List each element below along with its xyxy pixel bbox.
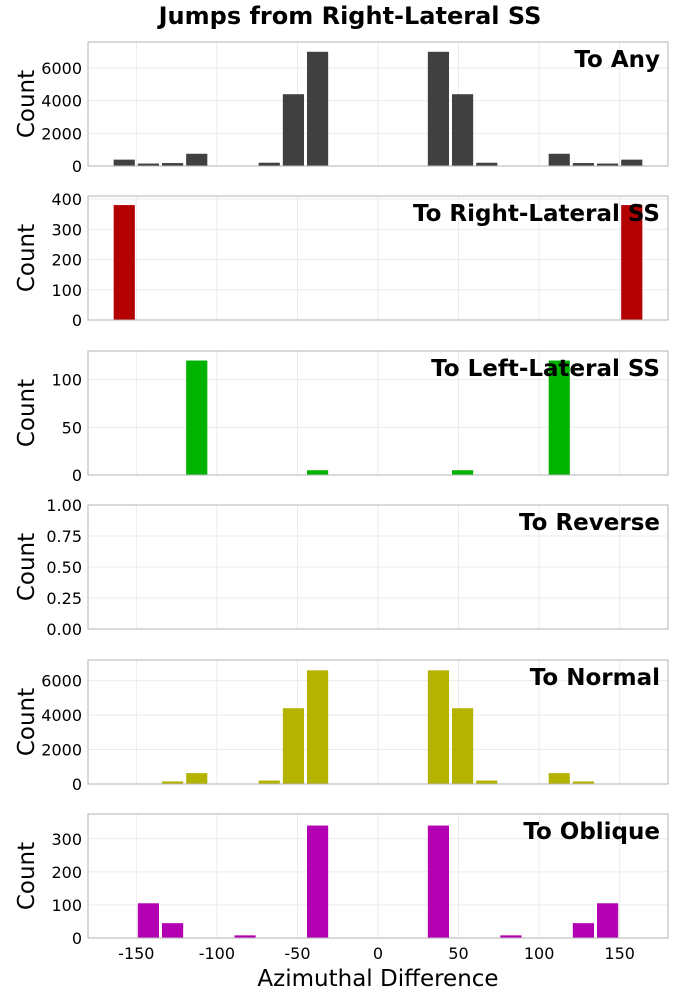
histogram-bar [548, 360, 570, 475]
histogram-bar [162, 163, 184, 166]
panel-label: To Oblique [523, 819, 660, 845]
histogram-bar [137, 163, 159, 166]
y-tick-label: 400 [51, 190, 82, 209]
y-tick-label: 0 [72, 157, 82, 176]
histogram-bar [548, 153, 570, 166]
histogram-bar [572, 923, 594, 938]
panel-border [87, 813, 669, 939]
histogram-bar [113, 205, 135, 320]
histogram-bar [476, 780, 498, 784]
histogram-bar [307, 670, 329, 784]
panel-label: To Normal [530, 665, 660, 691]
y-tick-label: 50 [62, 418, 82, 437]
y-tick-label: 0.25 [46, 589, 82, 608]
y-tick-label: 300 [51, 220, 82, 239]
panel-border [87, 504, 669, 630]
panel-label: To Reverse [519, 510, 660, 536]
y-axis-label: Count [14, 533, 40, 601]
panel-border [87, 350, 669, 476]
x-tick-label: -100 [199, 944, 235, 963]
histogram-bar [572, 163, 594, 166]
y-tick-label: 0 [72, 775, 82, 794]
y-axis-label: Count [14, 224, 40, 292]
panel-border [87, 195, 669, 321]
y-tick-label: 6000 [41, 59, 82, 78]
histogram-bar [137, 903, 159, 938]
chart-title: Jumps from Right-Lateral SS [158, 2, 542, 30]
histogram-bar [307, 825, 329, 938]
histogram-bar [186, 153, 208, 166]
x-tick-label: 50 [448, 944, 468, 963]
histogram-bar [476, 162, 498, 166]
y-tick-label: 200 [51, 251, 82, 270]
histogram-bar [162, 923, 184, 938]
histogram-bar [307, 51, 329, 166]
histogram-bar [572, 781, 594, 784]
histogram-bar [258, 780, 280, 784]
y-tick-label: 0.50 [46, 558, 82, 577]
histogram-bar [113, 159, 135, 166]
histogram-bar [162, 781, 184, 784]
y-tick-label: 200 [51, 863, 82, 882]
y-tick-label: 0 [72, 311, 82, 330]
y-tick-label: 100 [51, 281, 82, 300]
histogram-bar [548, 773, 570, 784]
y-tick-label: 0 [72, 466, 82, 485]
y-tick-label: 0.75 [46, 527, 82, 546]
x-tick-label: -50 [284, 944, 310, 963]
histogram-bar [452, 94, 474, 166]
panel-label: To Right-Lateral SS [413, 201, 660, 227]
histogram-bar [234, 935, 256, 938]
histogram-bar [621, 205, 643, 320]
panel-border [87, 659, 669, 785]
y-tick-label: 100 [51, 896, 82, 915]
x-tick-label: 0 [373, 944, 383, 963]
panel-label: To Any [574, 47, 660, 73]
panel-label: To Left-Lateral SS [431, 356, 660, 382]
histogram-bar [186, 773, 208, 784]
histogram-bar [427, 51, 449, 166]
histogram-bar [427, 825, 449, 938]
histogram-bar [258, 162, 280, 166]
histogram-bar [282, 708, 304, 784]
y-tick-label: 2000 [41, 741, 82, 760]
histogram-bar [186, 360, 208, 475]
x-axis-label: Azimuthal Difference [257, 966, 499, 992]
y-tick-label: 4000 [41, 92, 82, 111]
y-axis-label: Count [14, 842, 40, 910]
y-tick-label: 1.00 [46, 496, 82, 515]
y-axis-label: Count [14, 688, 40, 756]
histogram-bar [597, 903, 619, 938]
panel-border [87, 41, 669, 167]
y-axis-label: Count [14, 70, 40, 138]
x-tick-label: 150 [604, 944, 635, 963]
y-tick-label: 0 [72, 929, 82, 948]
histogram-bar [597, 163, 619, 166]
histogram-bar [307, 470, 329, 475]
y-tick-label: 100 [51, 371, 82, 390]
y-tick-label: 4000 [41, 706, 82, 725]
y-tick-label: 0.00 [46, 620, 82, 639]
y-axis-label: Count [14, 379, 40, 447]
y-tick-label: 2000 [41, 124, 82, 143]
x-tick-label: -150 [118, 944, 154, 963]
histogram-bar [452, 470, 474, 475]
y-tick-label: 300 [51, 830, 82, 849]
histogram-bar [500, 935, 522, 938]
histogram-bar [452, 708, 474, 784]
histogram-bar [621, 159, 643, 166]
y-tick-label: 6000 [41, 672, 82, 691]
histogram-bar [427, 670, 449, 784]
x-tick-label: 100 [524, 944, 555, 963]
histogram-bar [282, 94, 304, 166]
